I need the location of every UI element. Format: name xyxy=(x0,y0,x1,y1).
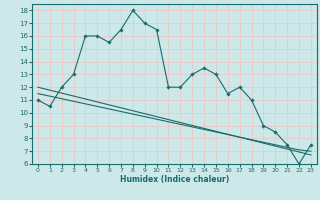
X-axis label: Humidex (Indice chaleur): Humidex (Indice chaleur) xyxy=(120,175,229,184)
